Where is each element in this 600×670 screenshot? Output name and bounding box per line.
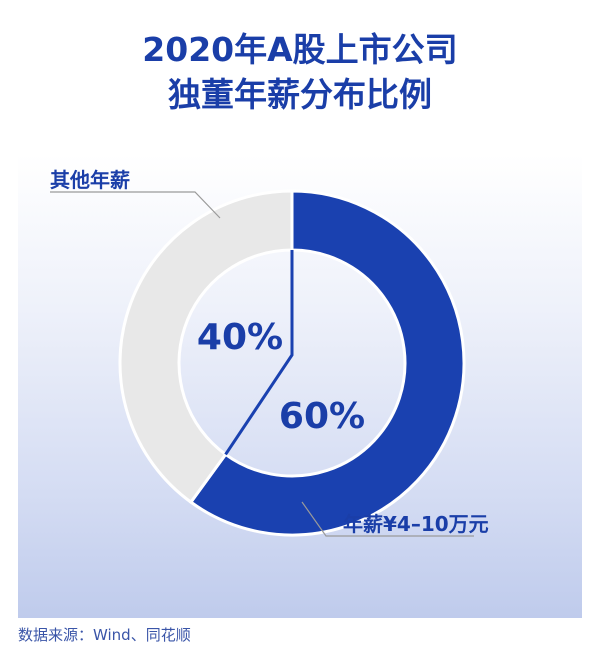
donut-slice <box>118 189 294 505</box>
data-source: 数据来源：Wind、同花顺 <box>18 626 191 644</box>
chart-title-line-2: 独董年薪分布比例 <box>168 75 432 114</box>
chart-title-line-1: 2020年A股上市公司 <box>142 30 458 69</box>
leader-line-main <box>301 501 474 537</box>
value-label-main: 60% <box>279 396 365 437</box>
slice-label-other: 其他年薪 <box>50 168 130 192</box>
leader-line-other <box>50 191 221 219</box>
slice-label-main: 年薪¥4–10万元 <box>343 512 489 536</box>
value-label-other: 40% <box>197 317 283 358</box>
donut-slice <box>188 189 466 537</box>
slice-divider-line <box>224 250 294 456</box>
